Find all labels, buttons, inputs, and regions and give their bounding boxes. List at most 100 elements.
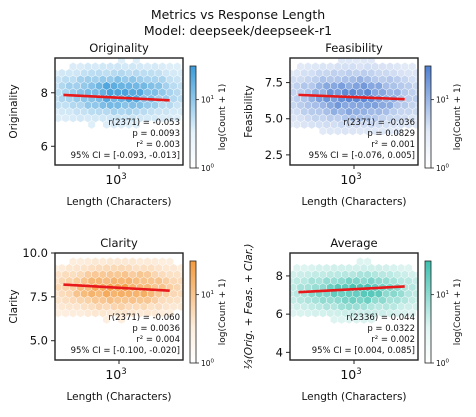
x-tick-label: 103 xyxy=(340,367,361,382)
colorbar-tick-label: 100 xyxy=(436,164,450,174)
stat-line: r(2371) = -0.053 xyxy=(108,118,180,128)
hexbin-cell xyxy=(102,315,111,325)
y-tick-label: 6 xyxy=(41,139,48,153)
hexbin-cell xyxy=(87,120,96,130)
figure-title: Metrics vs Response Length xyxy=(151,7,325,22)
colorbar xyxy=(424,260,432,364)
hexbin-cell xyxy=(319,126,327,136)
hexbin-cell xyxy=(177,302,183,312)
trend-line xyxy=(63,93,170,102)
x-axis-label: Length (Characters) xyxy=(301,196,406,208)
colorbar-tick-label: 101 xyxy=(436,290,449,300)
y-tick-label: 7.5 xyxy=(30,290,48,304)
stat-line: r(2371) = -0.060 xyxy=(108,313,180,323)
colorbar-tick-label: 100 xyxy=(436,359,450,369)
hexbin-cell xyxy=(393,126,402,136)
colorbar-tick-label: 101 xyxy=(201,290,214,300)
stat-line: r² = 0.004 xyxy=(136,335,180,345)
panel-title: Clarity xyxy=(100,236,138,250)
chart-panel-originality: Originality 6 8 103 Length (Characters) Origi… xyxy=(8,41,228,208)
hexbin-cell xyxy=(282,114,289,123)
colorbar xyxy=(189,260,197,364)
trend-line xyxy=(298,93,405,101)
hexbin-cells xyxy=(47,257,183,325)
hexbin-cell xyxy=(76,308,85,318)
stat-line: r(2371) = -0.036 xyxy=(343,118,415,128)
hexbin-cell xyxy=(47,75,54,84)
stat-line: p = 0.0322 xyxy=(367,324,415,334)
hexbin-cell xyxy=(61,308,70,318)
hexbin-cell xyxy=(173,113,182,123)
x-axis-label: Length (Characters) xyxy=(66,196,171,208)
hexbin-cell xyxy=(356,126,365,136)
x-axis-label: Length (Characters) xyxy=(301,391,406,403)
hexbin-cell xyxy=(76,113,85,123)
hexbin-cell xyxy=(408,308,417,318)
stat-line: p = 0.0093 xyxy=(132,129,180,139)
y-tick-label: 8 xyxy=(276,269,283,283)
y-axis-label: ⅓(Orig. + Feas. + Clar.) xyxy=(243,244,255,370)
stat-line: r² = 0.001 xyxy=(371,140,415,150)
y-axis-label: Originality xyxy=(8,84,20,138)
y-tick-label: 5.0 xyxy=(265,112,283,126)
y-tick-label: 10.0 xyxy=(22,246,48,260)
stat-line: 95% CI = [-0.093, -0.013] xyxy=(71,151,180,161)
hexbin-cell xyxy=(367,315,376,325)
colorbar-label: log(Count + 1) xyxy=(453,279,463,345)
hexbin-cell xyxy=(165,308,174,318)
hexbin-cell xyxy=(91,308,100,318)
hexbin-cells xyxy=(282,257,418,325)
colorbar-label: log(Count + 1) xyxy=(453,84,463,150)
hexbin-cell xyxy=(61,113,70,123)
colorbar-tick-label: 100 xyxy=(201,164,215,174)
stat-line: 95% CI = [-0.076, 0.005] xyxy=(309,151,415,161)
panel-title: Feasibility xyxy=(325,41,383,55)
stat-line: r² = 0.002 xyxy=(371,335,415,345)
colorbar-label: log(Count + 1) xyxy=(218,84,228,150)
hexbin-cell xyxy=(282,270,289,279)
y-tick-label: 2.5 xyxy=(265,148,283,162)
hexbin-cell xyxy=(307,120,316,130)
y-tick-label: 6 xyxy=(276,307,283,321)
y-axis-label: Feasibility xyxy=(243,85,255,138)
hexbin-cell xyxy=(47,101,54,110)
colorbar-tick-label: 101 xyxy=(201,95,214,105)
hexbin-cell xyxy=(132,120,141,130)
hexbin-cell xyxy=(47,283,54,292)
hexbin-cell xyxy=(337,315,346,325)
hexbin-cell xyxy=(292,120,301,130)
hexbin-cell xyxy=(319,308,327,318)
hexbin-cell xyxy=(330,315,339,325)
hexbin-cell xyxy=(69,113,77,123)
colorbar-tick-label: 100 xyxy=(201,359,215,369)
y-axis-label: Clarity xyxy=(8,289,20,323)
stat-line: p = 0.0036 xyxy=(132,324,180,334)
colorbar xyxy=(189,65,197,169)
chart-panel-feasibility: Feasibility 2.5 5.0 7.5 103 Length (Character… xyxy=(243,41,463,208)
x-axis-label: Length (Characters) xyxy=(66,391,171,403)
hexbin-cell xyxy=(412,120,418,130)
trend-line xyxy=(298,285,405,294)
panel-title: Average xyxy=(330,236,377,250)
hexbin-cell xyxy=(282,296,289,305)
y-tick-label: 7.5 xyxy=(265,76,283,90)
hexbin-cell xyxy=(282,283,289,292)
colorbar xyxy=(424,65,432,169)
hexbin-cell xyxy=(333,126,342,136)
figure-subtitle: Model: deepseek/deepseek-r1 xyxy=(144,23,332,38)
y-tick-label: 5.0 xyxy=(30,334,48,348)
x-tick-label: 103 xyxy=(340,172,361,187)
hexbin-cell xyxy=(348,126,357,136)
hexbin-cell xyxy=(69,308,77,318)
y-tick-label: 8 xyxy=(41,86,48,100)
hexbin-cell xyxy=(84,308,92,318)
chart-panel-clarity: Clarity 5.0 7.5 10.0 103 Length (Characters) C… xyxy=(8,236,228,403)
stat-line: r² = 0.003 xyxy=(136,140,180,150)
hexbin-cell xyxy=(296,308,305,318)
hexbin-cell xyxy=(282,101,289,110)
colorbar-tick-label: 101 xyxy=(436,95,449,105)
stat-line: 95% CI = [0.004, 0.085] xyxy=(312,346,415,356)
y-tick-label: 4 xyxy=(276,345,283,359)
hexbin-cell xyxy=(304,308,312,318)
hexbin-cell xyxy=(300,120,309,130)
